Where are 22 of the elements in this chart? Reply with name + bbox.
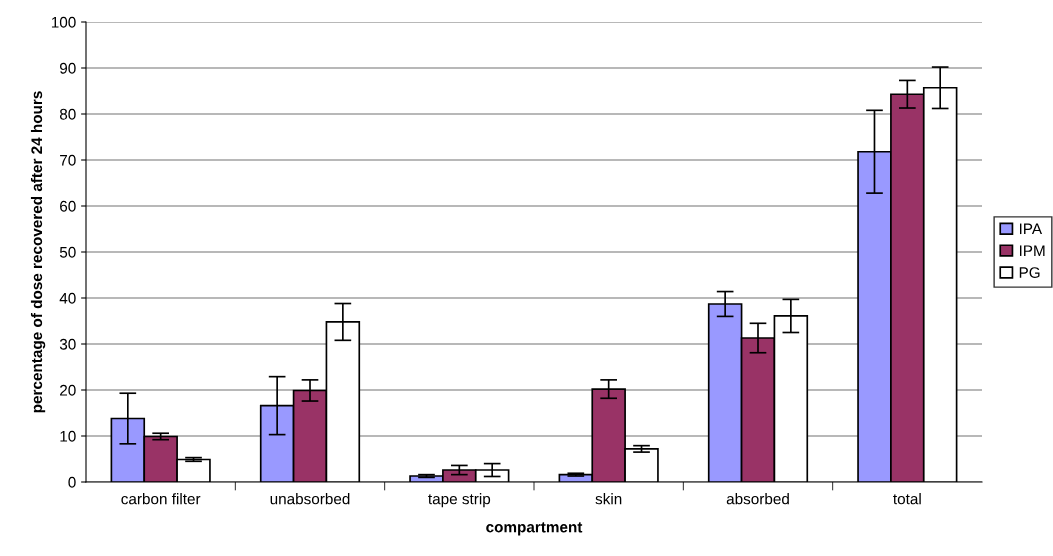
y-tick-label: 30 bbox=[59, 338, 76, 350]
y-axis-title: percentage of dose recovered after 24 hours bbox=[30, 91, 46, 413]
y-tick-label: 50 bbox=[59, 246, 76, 258]
y-tick-label: 60 bbox=[60, 200, 76, 212]
y-tick-label: 100 bbox=[51, 16, 76, 28]
legend-label: IPM bbox=[1019, 245, 1045, 256]
y-tick-label: 90 bbox=[60, 62, 76, 74]
x-tick-label: absorbed bbox=[726, 493, 789, 505]
y-tick-label: 10 bbox=[60, 430, 76, 442]
x-tick-label: skin bbox=[595, 493, 622, 505]
legend-label: PG bbox=[1019, 267, 1040, 278]
legend-label: IPA bbox=[1019, 223, 1043, 235]
y-tick-label: 70 bbox=[60, 154, 76, 166]
x-tick-label: total bbox=[893, 493, 921, 505]
y-tick-label: 20 bbox=[60, 384, 76, 396]
x-tick-label: carbon filter bbox=[121, 493, 201, 505]
x-tick-label: tape strip bbox=[428, 493, 491, 508]
x-tick-label: unabsorbed bbox=[270, 493, 350, 505]
y-tick-label: 0 bbox=[68, 476, 76, 488]
y-tick-label: 80 bbox=[59, 108, 76, 120]
x-axis-title: compartment bbox=[486, 522, 583, 536]
y-tick-label: 40 bbox=[59, 292, 76, 304]
